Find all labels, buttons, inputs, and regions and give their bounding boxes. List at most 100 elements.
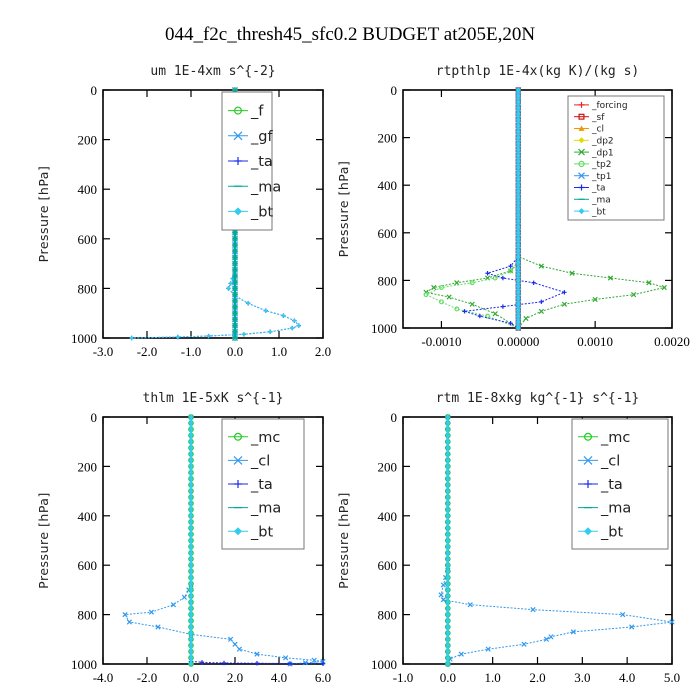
data-point — [570, 629, 576, 635]
series-dp1 — [423, 87, 521, 331]
series-bt — [515, 87, 521, 331]
y-tick-label: 800 — [78, 281, 98, 296]
y-tick-label: 600 — [378, 558, 398, 573]
data-point — [188, 562, 194, 568]
series-line — [131, 90, 300, 339]
data-point — [515, 254, 521, 260]
legend-label: _cl — [600, 453, 620, 469]
x-tick-label: 0.0020 — [654, 334, 690, 349]
plot-frame — [102, 89, 324, 339]
data-point — [188, 476, 194, 482]
data-point — [188, 624, 194, 630]
data-point — [592, 296, 598, 303]
data-point — [515, 265, 521, 272]
data-point — [188, 587, 194, 593]
data-point — [268, 329, 273, 334]
data-point — [254, 651, 260, 657]
data-point — [302, 660, 309, 666]
data-point — [515, 194, 521, 200]
data-point — [188, 500, 194, 507]
y-tick-label: 600 — [78, 232, 98, 247]
data-point — [515, 200, 521, 206]
data-point — [515, 218, 521, 224]
x-tick-label: -4.0 — [93, 670, 114, 685]
data-point — [445, 432, 451, 439]
data-point — [646, 280, 652, 286]
data-point — [129, 335, 134, 341]
data-point — [523, 315, 529, 322]
data-point — [440, 582, 446, 588]
legend-label: _ta — [600, 477, 623, 493]
chart-title: um 1E-4xm s^{-2} — [150, 64, 275, 79]
data-point — [515, 111, 521, 117]
x-tick-label: 2.0 — [529, 670, 545, 685]
data-point — [515, 236, 521, 242]
legend-label: _bt — [250, 204, 273, 220]
y-tick-label: 200 — [78, 133, 98, 148]
data-point — [188, 420, 194, 426]
x-tick-label: 0.00000 — [497, 334, 539, 349]
series-ta — [462, 87, 567, 331]
data-point — [445, 618, 451, 624]
data-point — [515, 99, 521, 105]
data-point — [188, 439, 194, 445]
data-point — [515, 283, 521, 289]
series-tp2 — [423, 87, 521, 331]
data-point — [515, 123, 521, 129]
data-point — [629, 624, 635, 630]
x-tick-label: -1.0 — [393, 670, 414, 685]
data-point — [462, 309, 467, 314]
legend-label: _ta — [250, 154, 273, 170]
data-point — [445, 537, 451, 544]
legend-marker — [578, 148, 585, 156]
data-point — [188, 618, 194, 624]
data-point — [515, 307, 521, 313]
data-point — [515, 277, 521, 283]
data-point — [521, 641, 527, 647]
y-tick-label: 800 — [378, 273, 398, 288]
y-tick-label: 400 — [378, 509, 398, 524]
y-tick-label: 400 — [78, 182, 98, 197]
x-tick-label: 6.0 — [315, 670, 331, 685]
series-bt — [188, 414, 194, 667]
x-tick-label: 2.0 — [315, 344, 331, 359]
y-axis-label: Pressure [hPa] — [336, 161, 351, 258]
data-point — [445, 550, 451, 556]
data-point — [515, 93, 521, 99]
legend-marker — [578, 172, 585, 180]
x-tick-label: -2.0 — [137, 670, 158, 685]
data-point — [188, 599, 194, 605]
data-point — [467, 602, 473, 608]
data-point — [431, 284, 437, 291]
data-point — [188, 507, 194, 513]
legend-marker — [583, 432, 592, 441]
legend-label: _mc — [250, 430, 280, 446]
legend-marker — [233, 131, 243, 141]
data-point — [445, 488, 451, 494]
data-point — [515, 212, 521, 218]
data-point — [454, 306, 460, 312]
y-axis-label: Pressure [hPa] — [36, 166, 51, 263]
data-point — [188, 537, 194, 544]
legend-label: _bt — [591, 207, 606, 217]
data-point — [508, 268, 514, 274]
data-point — [188, 574, 194, 581]
data-point — [607, 275, 614, 281]
data-point — [515, 271, 521, 278]
data-point — [122, 611, 128, 618]
data-point — [469, 301, 475, 307]
legend-marker — [578, 137, 585, 144]
data-point — [445, 414, 451, 420]
data-point — [445, 476, 451, 482]
legend-label: _ma — [600, 501, 631, 517]
data-point — [254, 661, 260, 666]
y-tick-label: 0 — [91, 83, 98, 98]
data-point — [423, 292, 429, 298]
data-point — [561, 301, 568, 307]
data-point — [445, 636, 451, 642]
data-point — [569, 270, 575, 276]
x-tick-label: 0.0 — [440, 670, 456, 685]
x-tick-label: -2.0 — [137, 344, 158, 359]
data-point — [515, 325, 521, 331]
legend-label: _ta — [591, 184, 606, 194]
